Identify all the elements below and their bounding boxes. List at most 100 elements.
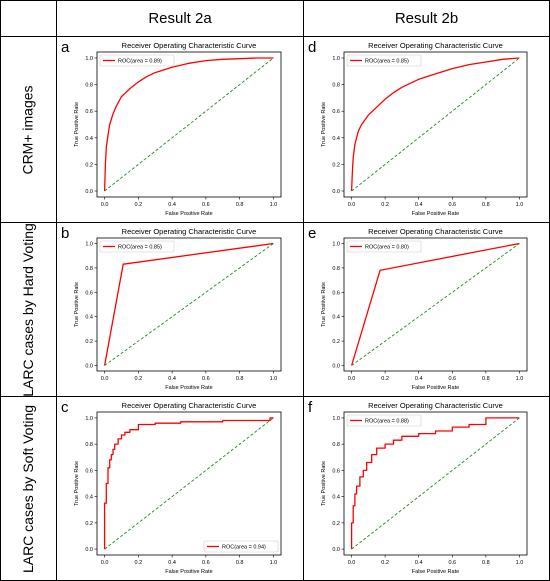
diagonal-reference-line-d	[351, 57, 520, 192]
x-tick-label-b: 0.2	[135, 376, 143, 382]
x-tick-label-d: 0.6	[448, 202, 456, 208]
x-axis-label-c: False Positive Rate	[165, 569, 212, 575]
roc-curve-line-e	[350, 242, 520, 366]
x-tick-label-d: 1.0	[516, 202, 524, 208]
roc-panel-d: d Receiver Operating Characteristic Curv…	[304, 37, 549, 222]
x-axis-label-d: False Positive Rate	[412, 211, 459, 217]
diagonal-reference-line-f	[351, 417, 520, 550]
roc-curve-line-d	[350, 57, 520, 192]
roc-chart-d: Receiver Operating Characteristic Curve 0…	[321, 41, 528, 217]
x-tick-label-b: 0.6	[202, 376, 210, 382]
legend-label-d: ROC(area = 0.85)	[365, 59, 409, 65]
x-tick-label-f: 0.8	[482, 560, 490, 566]
y-axis-label-b: True Positive Rate	[74, 282, 80, 327]
y-tick-label-d: 0.6	[332, 109, 340, 115]
legend-label-f: ROC(area = 0.88)	[365, 419, 409, 425]
column-header-result-2a: Result 2a	[148, 9, 212, 27]
column-header-result-2b: Result 2b	[394, 9, 459, 27]
roc-curve-line-a	[103, 57, 274, 192]
roc-curve-line-b	[103, 242, 274, 366]
x-tick-label-a: 0.0	[101, 202, 109, 208]
table-border-row2	[0, 396, 550, 397]
diagonal-reference-line-e	[351, 243, 520, 366]
x-tick-label-e: 0.0	[348, 376, 356, 382]
x-tick-label-c: 0.2	[135, 560, 143, 566]
y-tick-label-d: 0.0	[332, 189, 340, 195]
legend-box-a	[99, 54, 175, 67]
x-tick-label-c: 0.4	[168, 560, 176, 566]
x-tick-label-a: 0.4	[168, 202, 176, 208]
chart-title-c: Receiver Operating Characteristic Curve	[122, 401, 257, 410]
plot-frame-d	[343, 51, 528, 198]
chart-title-d: Receiver Operating Characteristic Curve	[368, 41, 503, 50]
x-tick-label-b: 0.4	[168, 376, 176, 382]
y-axis-label-f: True Positive Rate	[321, 461, 327, 506]
y-tick-label-e: 0.2	[332, 339, 340, 345]
y-tick-label-f: 0.6	[332, 468, 340, 474]
y-tick-label-d: 0.2	[332, 162, 340, 168]
x-tick-label-a: 1.0	[270, 202, 278, 208]
roc-chart-f: Receiver Operating Characteristic Curve 0…	[321, 401, 528, 575]
x-tick-label-c: 0.8	[236, 560, 244, 566]
row-header-soft-voting-label: LARC cases by Soft Voting	[20, 404, 36, 573]
y-tick-label-b: 0.8	[85, 266, 93, 272]
panel-letter-d: d	[308, 39, 317, 56]
panel-letter-e: e	[308, 225, 317, 242]
plot-frame-b	[96, 237, 282, 372]
row-header-soft-voting: LARC cases by Soft Voting	[0, 397, 56, 580]
row-header-hard-voting-label: LARC cases by Hard Voting	[20, 222, 36, 397]
panel-letter-f: f	[308, 399, 313, 416]
y-tick-label-e: 0.6	[332, 290, 340, 296]
x-tick-label-b: 0.8	[236, 376, 244, 382]
y-tick-label-e: 1.0	[332, 241, 340, 247]
y-tick-label-a: 0.8	[85, 83, 93, 89]
diagonal-reference-line-c	[104, 417, 274, 550]
roc-curve-line-c	[103, 417, 274, 550]
y-tick-label-b: 0.6	[85, 290, 93, 296]
y-tick-label-a: 0.0	[85, 189, 93, 195]
y-tick-label-f: 0.8	[332, 442, 340, 448]
table-border-top	[0, 0, 550, 1]
table-border-row1	[0, 222, 550, 223]
table-border-header	[0, 36, 550, 37]
y-tick-label-b: 0.0	[85, 364, 93, 370]
y-tick-label-d: 0.4	[332, 136, 340, 142]
y-tick-label-c: 1.0	[85, 416, 93, 422]
x-tick-label-c: 0.6	[202, 560, 210, 566]
y-tick-label-c: 0.6	[85, 468, 93, 474]
legend-box-f	[346, 414, 422, 427]
x-tick-label-c: 1.0	[270, 560, 278, 566]
legend-box-d	[346, 54, 422, 67]
legend-box-b	[99, 240, 175, 253]
roc-panel-a: a Receiver Operating Characteristic Curv…	[57, 37, 303, 222]
x-tick-label-e: 0.6	[448, 376, 456, 382]
y-tick-label-a: 1.0	[85, 56, 93, 62]
y-tick-label-a: 0.4	[85, 136, 93, 142]
y-axis-label-c: True Positive Rate	[74, 461, 80, 506]
x-tick-label-f: 1.0	[516, 560, 524, 566]
y-tick-label-f: 1.0	[332, 416, 340, 422]
diagonal-reference-line-a	[104, 57, 274, 192]
table-border-col2	[303, 0, 304, 581]
y-tick-label-b: 0.2	[85, 339, 93, 345]
legend-box-e	[346, 240, 422, 253]
x-tick-label-d: 0.8	[482, 202, 490, 208]
chart-title-e: Receiver Operating Characteristic Curve	[368, 227, 503, 236]
x-tick-label-e: 0.4	[415, 376, 423, 382]
table-border-left	[0, 0, 1, 581]
y-tick-label-b: 0.4	[85, 315, 93, 321]
y-axis-label-e: True Positive Rate	[321, 282, 327, 327]
x-tick-label-b: 1.0	[270, 376, 278, 382]
y-tick-label-a: 0.6	[85, 109, 93, 115]
plot-frame-f	[343, 411, 528, 556]
y-tick-label-c: 0.4	[85, 495, 93, 501]
roc-chart-c: Receiver Operating Characteristic Curve 0…	[74, 401, 282, 575]
x-tick-label-e: 0.2	[381, 376, 389, 382]
y-tick-label-e: 0.8	[332, 266, 340, 272]
roc-panel-b: b Receiver Operating Characteristic Curv…	[57, 223, 303, 396]
y-tick-label-e: 0.0	[332, 364, 340, 370]
panel-letter-b: b	[61, 225, 70, 242]
chart-title-f: Receiver Operating Characteristic Curve	[368, 401, 503, 410]
chart-title-b: Receiver Operating Characteristic Curve	[122, 227, 257, 236]
legend-label-c: ROC(area = 0.94)	[222, 545, 266, 551]
